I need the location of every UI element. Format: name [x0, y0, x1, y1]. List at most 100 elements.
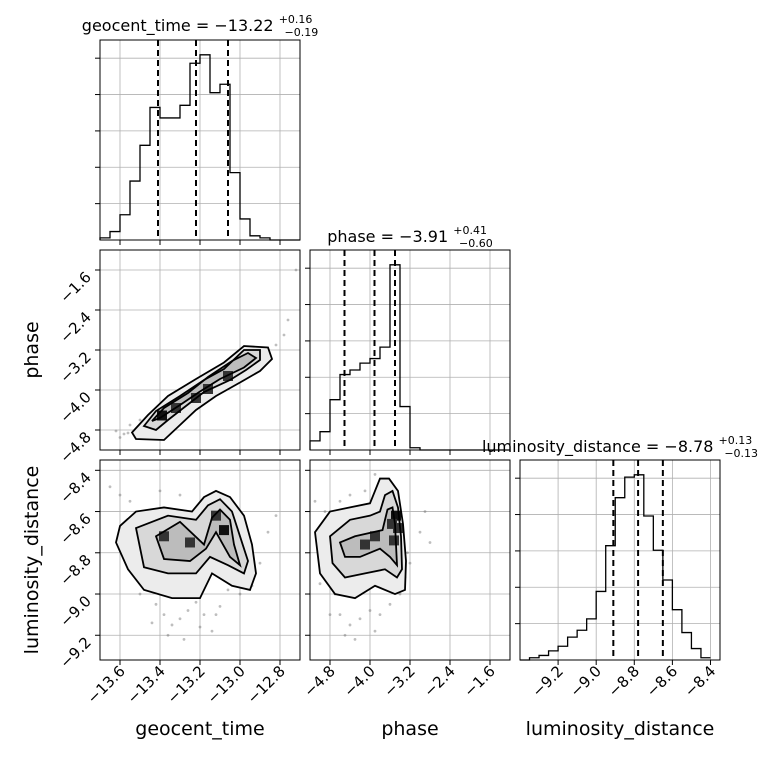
scatter-point: [348, 623, 352, 627]
panel-hist-geocent-time: [95, 39, 301, 245]
contour-line: [154, 508, 242, 568]
panel-2d-phase-luminosity-distance: −4.8 −4.0 −3.2 −2.4 −1.6: [300, 459, 511, 701]
panel-frame: [309, 459, 511, 661]
x-tick-label: −4.0: [340, 662, 378, 700]
scatter-point: [154, 602, 158, 606]
y-tick-label: −9.0: [56, 592, 94, 630]
x-tick-label: −13.4: [124, 662, 169, 707]
x-tick-label: −9.0: [567, 662, 605, 700]
scatter-point: [128, 423, 132, 427]
panel-2d-geocent-time-phase: −1.6−2.4−3.2−4.0−4.8: [56, 249, 301, 467]
scatter-point: [178, 617, 182, 621]
y-tick-label: −4.8: [56, 428, 94, 466]
scatter-point: [338, 613, 342, 617]
x-tick-label: −9.2: [528, 662, 566, 700]
scatter-point: [158, 489, 162, 493]
panel-frame: [99, 39, 301, 241]
contour-line: [314, 477, 407, 600]
density-peak: [393, 523, 403, 534]
y-axis-label-phase: phase: [21, 321, 43, 378]
scatter-point: [418, 530, 422, 534]
density-peak: [391, 510, 401, 521]
scatter-point: [286, 318, 290, 322]
y-tick-label: −8.4: [56, 468, 94, 506]
scatter-point: [162, 613, 166, 617]
scatter-point: [170, 623, 174, 627]
density-peak: [211, 510, 221, 521]
scatter-point: [318, 582, 322, 586]
scatter-point: [210, 629, 214, 633]
density-peak: [387, 518, 397, 529]
panel-frame: [99, 459, 301, 661]
x-axis-label-phase: phase: [381, 718, 438, 740]
scatter-point: [218, 604, 222, 608]
corner-panels: −9.2 −9.0 −8.8 −8.6 −8.4−1.6−2.4−3.2−4.0−4.8…: [56, 39, 721, 707]
scatter-point: [150, 621, 154, 625]
scatter-point: [194, 600, 198, 604]
scatter-point: [313, 499, 317, 503]
phase-title: phase = −3.91 +0.41 −0.60: [327, 219, 493, 250]
contour-line: [115, 489, 257, 600]
scatter-point: [358, 617, 362, 621]
scatter-point: [388, 602, 392, 606]
scatter-point: [338, 499, 342, 503]
panel-frame: [519, 459, 721, 661]
y-axis-label-luminosity-distance: luminosity_distance: [21, 466, 43, 655]
contour-line: [134, 498, 249, 575]
scatter-point: [108, 485, 112, 489]
x-tick-label: −4.8: [300, 662, 338, 700]
scatter-point: [373, 629, 377, 633]
scatter-point: [166, 633, 170, 637]
y-tick-label: −8.6: [56, 510, 94, 548]
x-tick-label: −8.6: [643, 662, 681, 700]
density-peak: [219, 525, 229, 536]
density-peak: [203, 384, 213, 394]
scatter-point: [282, 333, 286, 337]
geocent-time-title: geocent_time = −13.22 +0.16 −0.19: [82, 8, 318, 39]
scatter-point: [343, 633, 347, 637]
contour-line: [338, 506, 399, 568]
scatter-point: [328, 613, 332, 617]
scatter-point: [114, 429, 118, 433]
scatter-point: [408, 561, 412, 565]
contour-line: [329, 489, 403, 579]
scatter-point: [323, 510, 327, 513]
x-tick-label: −13.0: [204, 662, 249, 707]
scatter-point: [214, 613, 218, 617]
y-tick-label: −1.6: [56, 268, 94, 306]
y-tick-label: −3.2: [56, 348, 94, 386]
scatter-point: [118, 493, 122, 497]
scatter-point: [406, 551, 409, 555]
panel-frame: [309, 249, 511, 451]
y-tick-label: −2.4: [56, 308, 94, 346]
x-axis-label-luminosity-distance: luminosity_distance: [526, 718, 715, 740]
panel-hist-luminosity-distance: −9.2 −9.0 −8.8 −8.6 −8.4: [515, 459, 721, 701]
luminosity-distance-title: luminosity_distance = −8.78 +0.13 −0.13: [482, 429, 758, 460]
x-axis-label-geocent-time: geocent_time: [135, 718, 264, 740]
scatter-point: [182, 637, 186, 641]
scatter-point: [274, 343, 278, 347]
y-tick-label: −4.0: [56, 388, 94, 426]
density-peak: [370, 531, 380, 542]
scatter-point: [186, 609, 190, 612]
density-peak: [159, 531, 169, 542]
scatter-point: [398, 592, 402, 596]
scatter-point: [294, 268, 298, 272]
panel-hist-phase: [305, 249, 511, 455]
scatter-point: [126, 431, 130, 435]
x-tick-label: −2.4: [420, 662, 458, 700]
scatter-point: [274, 514, 278, 518]
contour-line: [130, 345, 274, 441]
scatter-point: [122, 432, 126, 436]
panel-2d-geocent-time-luminosity-distance: −13.6−13.4−13.2−13.0−12.8−8.4−8.6−8.8−9.…: [56, 459, 301, 707]
x-tick-label: −3.2: [380, 662, 418, 700]
scatter-point: [363, 489, 367, 493]
scatter-point: [198, 625, 202, 629]
scatter-point: [238, 592, 242, 596]
scatter-point: [266, 530, 270, 534]
scatter-point: [428, 541, 432, 544]
y-tick-label: −9.2: [56, 633, 94, 671]
scatter-point: [348, 493, 352, 497]
scatter-point: [378, 613, 382, 617]
